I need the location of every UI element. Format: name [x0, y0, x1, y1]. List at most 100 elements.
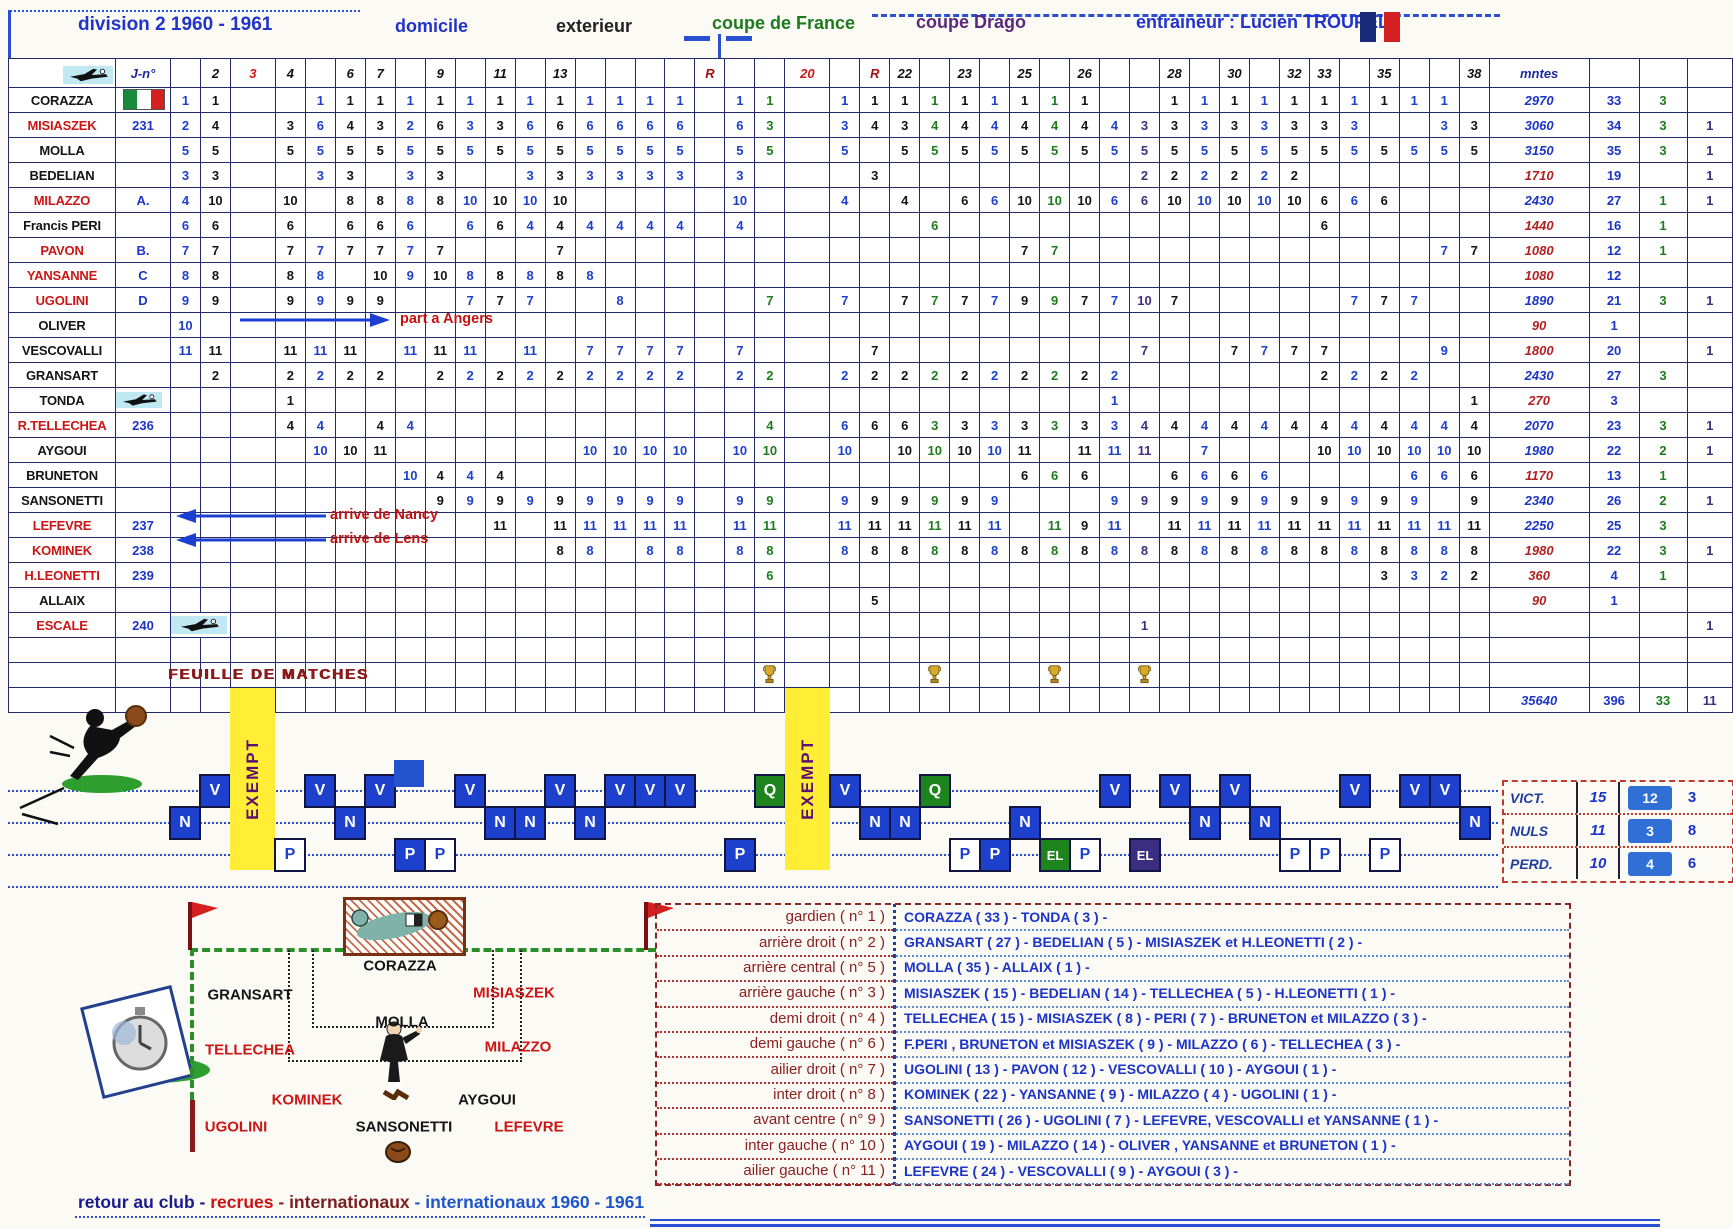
grid-cell: [544, 587, 576, 613]
grid-header-col-27: 27: [1099, 58, 1131, 88]
grid-cell: 5: [1069, 137, 1101, 163]
grid-cell: 9: [829, 487, 861, 513]
grid-cell: 4: [1218, 412, 1250, 438]
grid-cell: [364, 537, 396, 563]
grid-cell: [1129, 512, 1161, 538]
grid-cell: 4: [889, 187, 921, 213]
grid-cell: [1428, 612, 1460, 638]
referee-icon: [380, 1021, 422, 1100]
grid-cell: 1: [1398, 87, 1430, 113]
position-players: MOLLA ( 35 ) - ALLAIX ( 1 ) -: [893, 954, 1569, 983]
grid-cell: [199, 412, 231, 438]
grid-cell: 1: [1159, 87, 1190, 113]
plane-icon: [116, 392, 169, 408]
player-ch: 13: [1588, 462, 1640, 488]
grid-cell: [274, 637, 306, 663]
player-ch: 23: [1588, 412, 1640, 438]
grid-cell: [1159, 662, 1190, 688]
player-ch: 35: [1588, 137, 1640, 163]
player-ch: 12: [1588, 237, 1640, 263]
position-row: gardien ( n° 1 ) CORAZZA ( 33 ) - TONDA (…: [657, 904, 1569, 932]
grid-cell: [484, 587, 516, 613]
grid-cell: [949, 237, 981, 263]
grid-cell: 2: [604, 362, 636, 388]
grid-cell: [1009, 637, 1041, 663]
player-cf: 3: [1638, 287, 1688, 313]
grid-cell: 8: [1129, 537, 1161, 563]
grid-cell: [1129, 587, 1161, 613]
grid-header-col-26: 26: [1069, 58, 1101, 88]
grid-cell: 4: [1129, 412, 1161, 438]
grid-cell: 1: [754, 87, 786, 113]
grid-cell: 2: [544, 362, 576, 388]
grid-cell: [829, 312, 861, 338]
grid-cell: [304, 312, 336, 338]
grid-cell: [169, 412, 201, 438]
grid-cell: [1398, 387, 1430, 413]
grid-cell: 4: [304, 412, 336, 438]
grid-cell: 8: [334, 187, 366, 213]
grid-cell: 10: [394, 462, 426, 488]
grid-cell: 11: [1099, 437, 1131, 463]
grid-cell: 1: [634, 87, 666, 113]
grid-cell: 8: [169, 262, 201, 288]
grid-cell: [574, 662, 606, 688]
player-row: LEFEVRE 237 11 11 11 11 11 11 11 11 11 11 11 11 11 11 11…: [8, 512, 1733, 538]
grid-cell: [574, 237, 606, 263]
top-dash-line: [872, 14, 1500, 17]
grid-cell: 6: [364, 212, 396, 238]
player-ch: 3: [1588, 387, 1640, 413]
field-player-lefevre: LEFEVRE: [494, 1118, 564, 1136]
grid-cell: [1069, 162, 1101, 188]
grid-cell: [889, 237, 921, 263]
grid-header-col-CF: CF: [754, 58, 786, 88]
grid-cell: 4: [1248, 412, 1280, 438]
grid-cell: [919, 337, 951, 363]
grid-cell: [1099, 162, 1131, 188]
result-P: P: [724, 838, 756, 872]
grid-cell: 11: [1069, 437, 1101, 463]
grid-cell: [1278, 262, 1310, 288]
grid-cell: 3: [979, 412, 1011, 438]
result-V: V: [1219, 774, 1251, 808]
player-cf: 2: [1638, 437, 1688, 463]
player-name-label: GRANSART: [25, 367, 99, 383]
grid-cell: [1009, 612, 1041, 638]
result-N: N: [574, 806, 606, 840]
grid-cell: [1218, 362, 1250, 388]
grid-cell: 5: [1338, 137, 1370, 163]
player-cf: 1: [1638, 462, 1688, 488]
grid-cell: 8: [1248, 537, 1280, 563]
grid-cell: [1248, 637, 1280, 663]
grid-cell: 10: [199, 187, 231, 213]
grid-header-col-3: 3: [229, 58, 276, 88]
grid-cell: [1458, 587, 1490, 613]
grid-cell: [229, 562, 276, 588]
grid-header-col-33: 33: [1308, 58, 1340, 88]
result-P: P: [424, 838, 456, 872]
result-P: P: [1369, 838, 1401, 872]
grid-header-col-23: 23: [949, 58, 981, 88]
grid-cell: [544, 387, 576, 413]
grid-cell: [859, 137, 891, 163]
grid-cell: [454, 537, 486, 563]
player-mntes: 1710: [1488, 162, 1590, 188]
player-jn: D: [114, 287, 171, 313]
grid-cell: 8: [1308, 537, 1340, 563]
grid-cell: 5: [724, 137, 756, 163]
player-jn: [114, 212, 171, 238]
grid-cell: [394, 437, 426, 463]
grid-cell: 1: [949, 87, 981, 113]
grid-cell: 3: [1069, 412, 1101, 438]
season-grid: J-n° 1 2 3 4 5 6 7 8 9 10 11 12 13 14 15 16 17 R 19 CF 20 21 R 2…: [8, 58, 1733, 713]
grid-cell: 3: [1398, 562, 1430, 588]
grid-cell: 4: [754, 412, 786, 438]
grid-cell: 5: [574, 137, 606, 163]
grid-cell: 9: [1218, 487, 1250, 513]
grid-header-name: [8, 58, 116, 88]
grid-cell: 1: [1338, 87, 1370, 113]
grid-cell: [364, 562, 396, 588]
grid-cell: [1368, 112, 1400, 138]
grid-cell: [784, 337, 831, 363]
grid-cell: [229, 587, 276, 613]
